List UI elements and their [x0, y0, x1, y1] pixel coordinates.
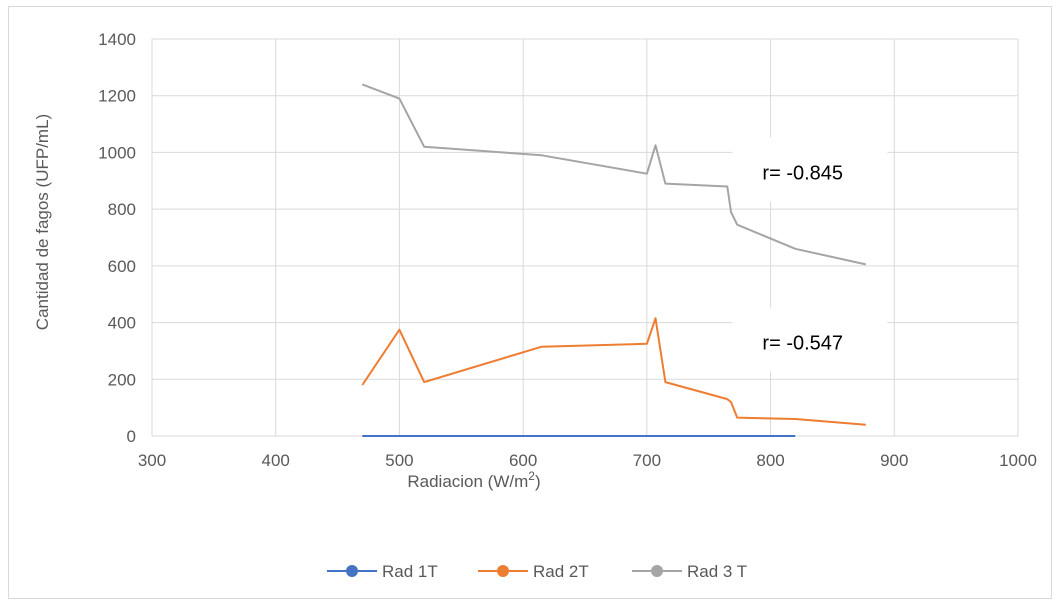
y-axis-title: Cantidad de fagos (UFP/mL): [33, 114, 52, 330]
y-tick-label-4: 800: [108, 200, 136, 219]
y-tick-label-0: 0: [127, 427, 136, 446]
series-lines: [361, 83, 867, 437]
legend-label-0: Rad 1T: [382, 562, 438, 581]
y-tick-label-6: 1200: [98, 87, 136, 106]
series-line-2: [361, 83, 867, 266]
series-line-1: [361, 317, 866, 426]
y-tick-label-5: 1000: [98, 143, 136, 162]
annotation-label-0: r= -0.845: [762, 162, 843, 184]
legend: Rad 1T Rad 2T Rad 3 T: [327, 562, 747, 581]
x-tick-label-7: 1000: [999, 451, 1037, 470]
x-axis-title-superscript: 2: [528, 469, 535, 483]
x-axis-title: Radiacion (W/m2): [407, 469, 540, 491]
y-tick-label-7: 1400: [98, 30, 136, 49]
x-tick-label-0: 300: [138, 451, 166, 470]
chart-frame: r= -0.845 r= -0.547 0 200 400 600 800 1000 1200…: [8, 6, 1052, 599]
legend-marker-1: [497, 565, 509, 577]
y-tick-label-3: 600: [108, 257, 136, 276]
x-axis-title-end: ): [535, 472, 541, 491]
line-chart: r= -0.845 r= -0.547 0 200 400 600 800 1000 1200…: [33, 30, 1037, 581]
x-axis-title-main: Radiacion (W/m: [407, 472, 528, 491]
y-tick-label-1: 200: [108, 370, 136, 389]
y-tick-label-2: 400: [108, 314, 136, 333]
legend-marker-0: [346, 565, 358, 577]
tick-labels: 0 200 400 600 800 1000 1200 1400 300 400 500 600 700…: [98, 30, 1037, 470]
x-tick-label-2: 500: [385, 451, 413, 470]
legend-label-2: Rad 3 T: [687, 562, 747, 581]
legend-label-1: Rad 2T: [533, 562, 589, 581]
legend-marker-2: [651, 565, 663, 577]
x-tick-label-6: 900: [880, 451, 908, 470]
annotation-box-0: [732, 137, 888, 202]
annotation-label-1: r= -0.547: [762, 332, 843, 354]
annotations: r= -0.845 r= -0.547: [732, 137, 888, 372]
annotation-box-1: [732, 307, 888, 372]
x-tick-label-5: 800: [756, 451, 784, 470]
x-tick-label-4: 700: [633, 451, 661, 470]
x-tick-label-3: 600: [509, 451, 537, 470]
x-tick-label-1: 400: [262, 451, 290, 470]
gridlines: [151, 38, 1019, 437]
